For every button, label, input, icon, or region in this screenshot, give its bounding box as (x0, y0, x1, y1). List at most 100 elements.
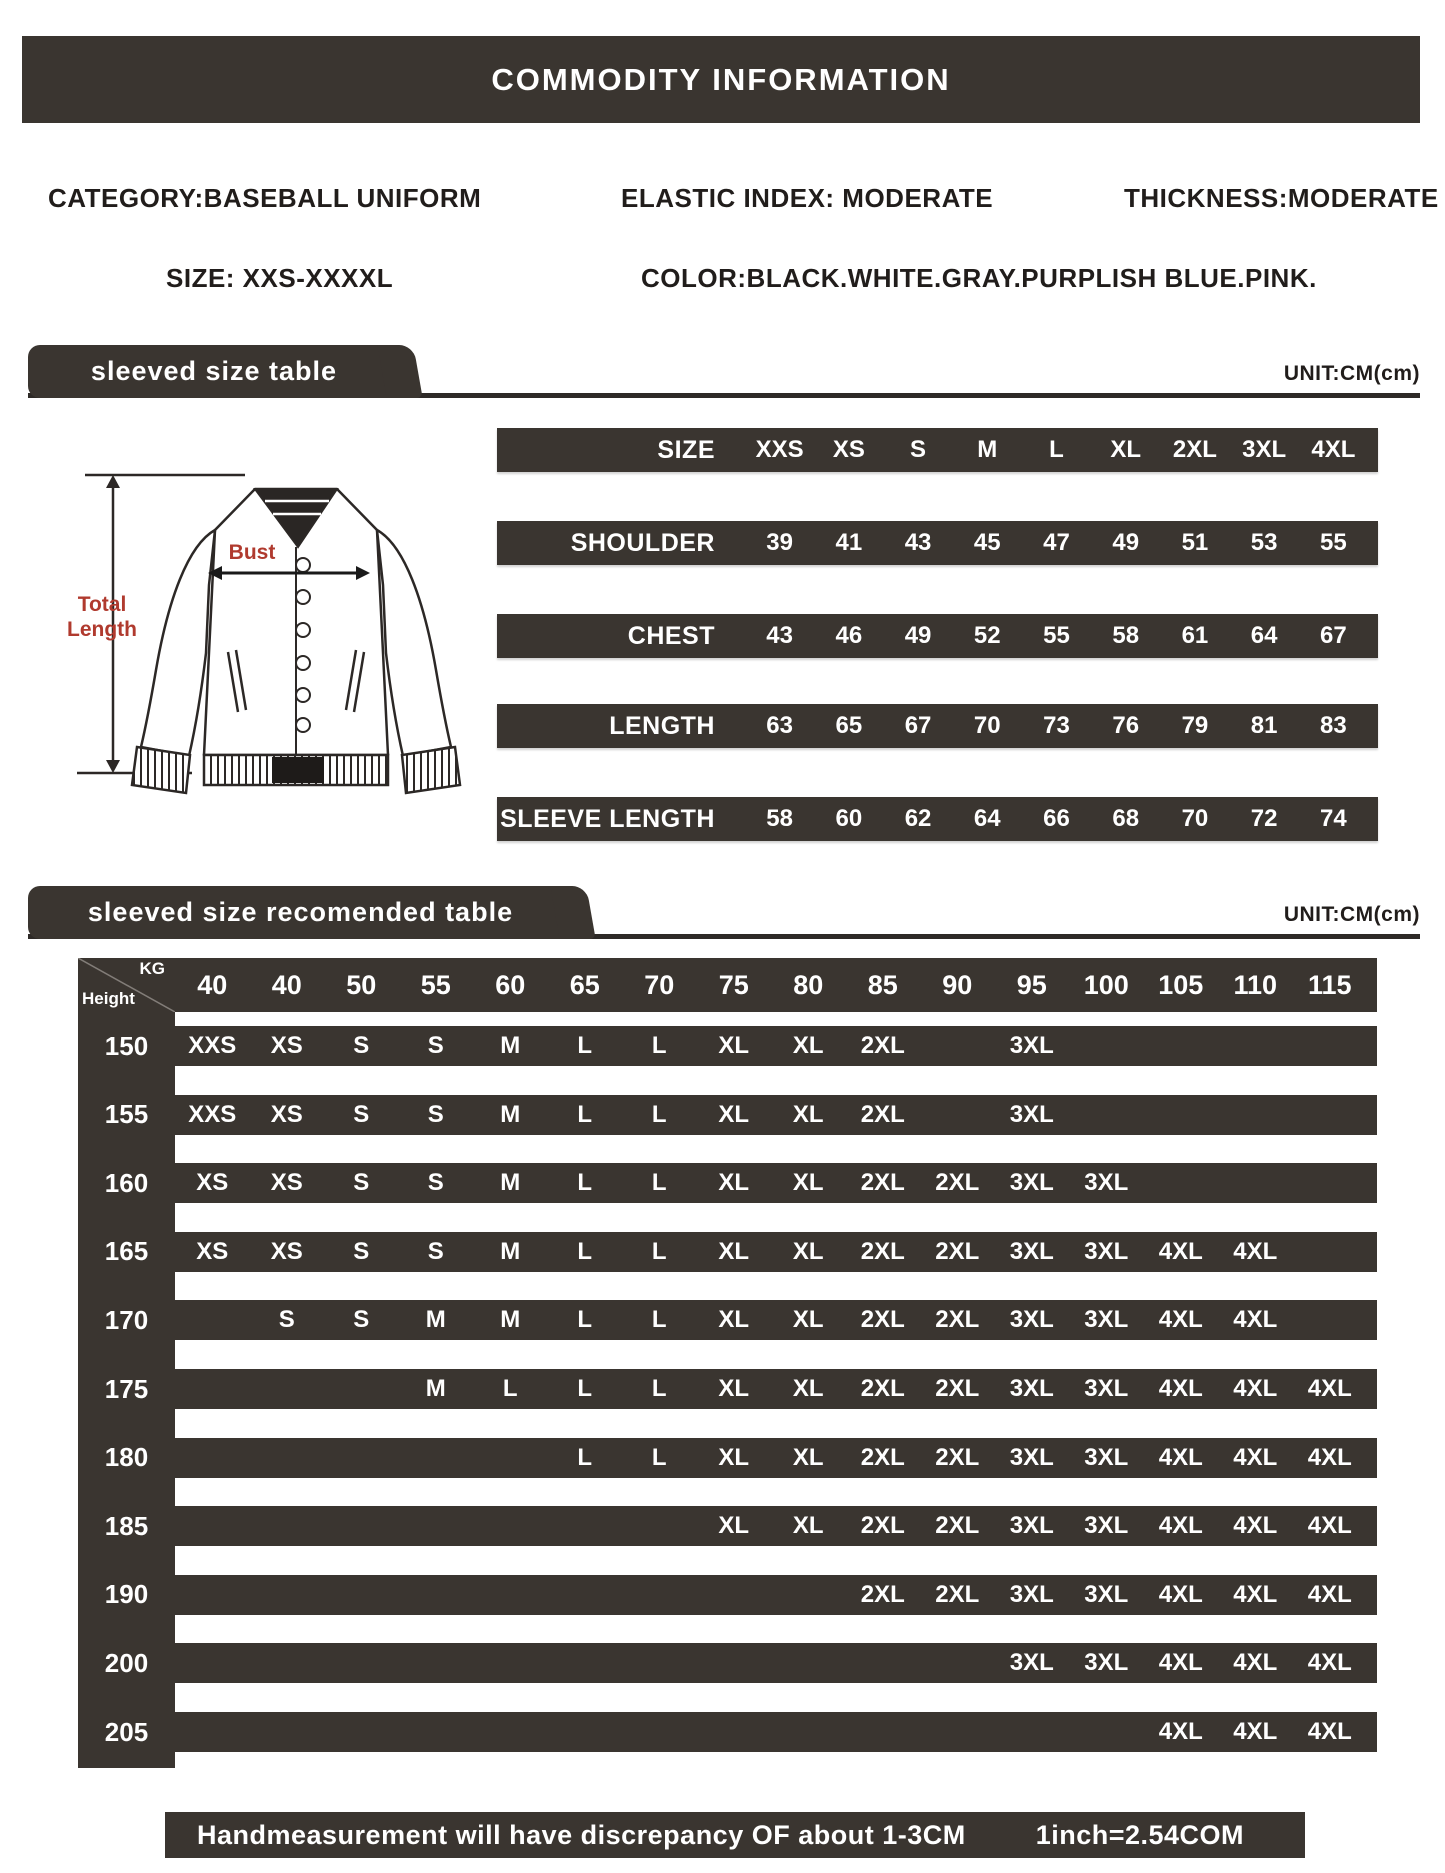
recommend-size-cell: 4XL (1307, 1649, 1352, 1677)
weight-cell: 55 (420, 969, 451, 1000)
size-value-cell: 67 (1320, 622, 1347, 649)
size-value-cell: 62 (904, 805, 932, 832)
jacket-left-sleeve (139, 528, 217, 758)
recommend-size-cell: 4XL (1233, 1512, 1278, 1540)
recommend-size-cell: 3XL (1009, 1375, 1054, 1402)
recommend-size-cell: 3XL (1009, 1580, 1054, 1608)
recommend-size-cell: 3XL (1084, 1237, 1129, 1265)
weight-cell: 110 (1233, 969, 1278, 1000)
height-cell: 190 (104, 1579, 149, 1610)
recommend-size-cell: XL (792, 1237, 824, 1265)
recommend-size-cell: XL (718, 1169, 750, 1197)
weight-cell: 40 (271, 969, 302, 1000)
recommend-size-cell: S (353, 1306, 370, 1334)
recommend-size-cell: 4XL (1233, 1443, 1278, 1471)
size-value-cell: 63 (766, 712, 793, 739)
weights-header-row: KG Height 40 40 50 55 60 65 70 75 80 85 90 95 100 105… (78, 958, 1377, 1012)
recommend-size-cell: L (577, 1443, 593, 1471)
height-cell: 185 (104, 1510, 149, 1541)
recommend-size-cell: S (353, 1032, 370, 1059)
recommend-size-cell: 2XL (860, 1512, 905, 1540)
recommend-row: 185 XL XL 2XL 2XL 3XL 3XL 4XL 4XL 4XL (78, 1506, 1377, 1547)
recommend-size-cell: XL (792, 1375, 824, 1402)
recommend-row: 160 XS XS S S M L L XL XL 2XL 2XL 3XL 3XL (78, 1163, 1377, 1204)
size-value-cell: 45 (973, 529, 1001, 556)
recommend-size-cell: XS (270, 1100, 303, 1128)
recommend-row: 170 S S M M L L XL XL 2XL 2XL 3XL 3XL 4XL 4XL (78, 1300, 1377, 1341)
recommend-size-cell: M (500, 1032, 521, 1059)
recommend-size-cell: 3XL (1009, 1169, 1054, 1197)
weight-cells: 40 40 50 55 60 65 70 75 80 85 90 95 100 105 110 115 (175, 958, 1377, 1012)
recommend-size-cell: 3XL (1084, 1512, 1129, 1540)
spec-thickness: THICKNESS:MODERATE (1124, 183, 1439, 213)
recommend-size-cell: 4XL (1307, 1443, 1352, 1471)
size-value-cell: 52 (973, 622, 1001, 649)
recommend-size-cell: XL (792, 1306, 824, 1334)
recommend-size-cell: XL (792, 1100, 824, 1128)
size-value-cell: 64 (1250, 622, 1278, 649)
recommend-size-cell: S (353, 1169, 370, 1197)
recommend-size-cell: 2XL (935, 1375, 980, 1402)
height-cell: 200 (104, 1647, 149, 1678)
weight-cell: 40 (197, 969, 228, 1000)
jacket-buttons (295, 557, 311, 733)
recommend-size-cell: L (577, 1237, 593, 1265)
recommend-size-cell: XL (718, 1237, 750, 1265)
recommend-size-cell: M (425, 1375, 446, 1402)
weight-cell: 95 (1016, 969, 1047, 1000)
recommend-size-cell: L (651, 1443, 667, 1471)
weight-cell: 105 (1158, 969, 1204, 1000)
recommend-size-cell: 2XL (860, 1237, 905, 1265)
size-value-cell: 47 (1043, 529, 1070, 556)
size-row-label: SHOULDER (570, 528, 715, 557)
size-value-cell: 60 (835, 805, 863, 832)
recommend-size-cell: M (500, 1237, 521, 1265)
weight-cell: 65 (569, 969, 600, 1000)
recommend-size-cell: 4XL (1158, 1649, 1203, 1677)
recommend-size-cell: L (577, 1032, 593, 1059)
size-value-cell: 72 (1250, 805, 1278, 832)
total-length-label-line1: Total (78, 593, 127, 616)
height-column-strip (78, 958, 175, 1768)
size-row-label: LENGTH (609, 711, 715, 740)
size-table-row: LENGTH 63 65 67 70 73 76 79 81 83 (497, 704, 1378, 748)
height-cell: 150 (104, 1030, 149, 1061)
height-cell: 175 (104, 1373, 149, 1404)
weight-cell: 70 (644, 969, 675, 1000)
recommend-size-cell: XL (718, 1032, 750, 1059)
recommend-size-cell: S (427, 1237, 444, 1265)
recommend-size-cell: XS (270, 1237, 303, 1265)
spec-elastic: ELASTIC INDEX: MODERATE (621, 183, 994, 213)
size-value-cell: 66 (1043, 805, 1070, 832)
recommend-row: 175 M L L L XL XL 2XL 2XL 3XL 3XL 4XL 4XL 4XL (78, 1369, 1377, 1409)
recommend-size-cell: L (577, 1306, 593, 1334)
jacket-collar (253, 488, 339, 549)
height-cell: 180 (104, 1442, 149, 1473)
weight-cell: 115 (1307, 969, 1352, 1000)
size-value-cell: 73 (1043, 712, 1070, 739)
size-row-label: CHEST (627, 621, 715, 650)
size-value-cell: 55 (1320, 529, 1347, 556)
weight-cell: 85 (867, 969, 898, 1000)
recommend-size-cell: L (577, 1100, 593, 1128)
recommend-size-cell: XL (718, 1306, 750, 1334)
recommend-size-cell: 2XL (935, 1512, 980, 1540)
spec-category: CATEGORY:BASEBALL UNIFORM (48, 183, 482, 213)
section2-tab: sleeved size recomended table (28, 886, 573, 939)
size-value-cell: 41 (835, 529, 863, 556)
weight-cell: 50 (346, 969, 377, 1000)
size-value-cell: XXS (755, 436, 804, 463)
height-cell: 165 (104, 1236, 149, 1267)
recommend-row: 205 4XL 4XL 4XL (78, 1712, 1377, 1752)
recommend-row: 155 XXS XS S S M L L XL XL 2XL 3XL (78, 1094, 1377, 1135)
size-value-cell: 79 (1181, 712, 1209, 739)
size-value-cell: 49 (904, 622, 932, 649)
recommend-size-cell: 2XL (860, 1032, 905, 1059)
size-value-cell: L (1049, 436, 1064, 463)
height-cell: 205 (104, 1716, 149, 1747)
spec-size-range: SIZE: XXS-XXXXL (166, 263, 394, 293)
jacket-right-sleeve (375, 528, 453, 758)
sleeved-size-recommended-table: KG Height 40 40 50 55 60 65 70 75 80 85 90 95 100 105… (78, 958, 1377, 1768)
recommend-size-cell: 4XL (1158, 1512, 1203, 1540)
recommend-row: 200 3XL 3XL 4XL 4XL 4XL (78, 1643, 1377, 1684)
